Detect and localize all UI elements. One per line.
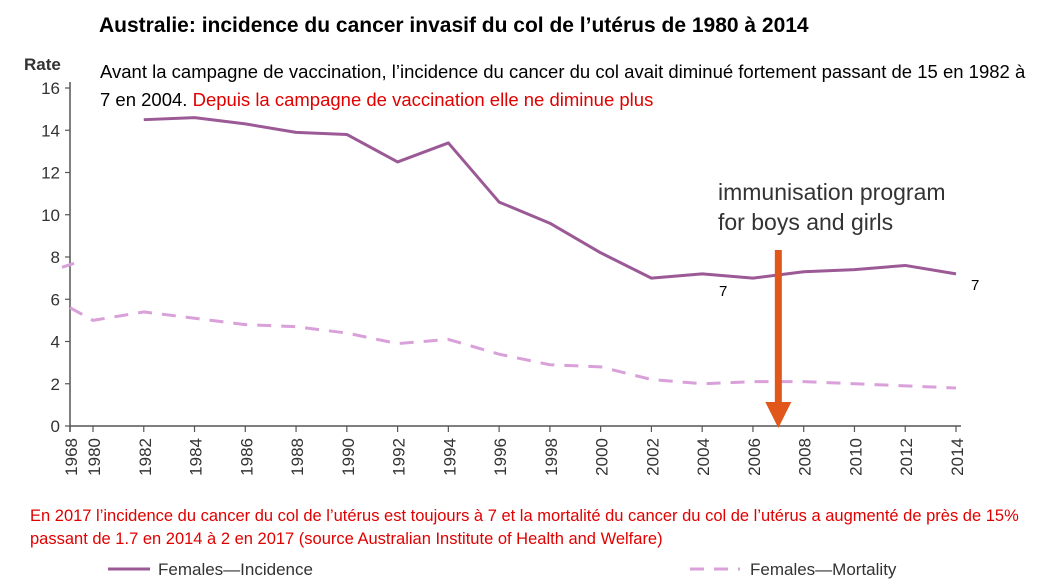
y-tick-label: 16 (41, 79, 60, 98)
x-tick-label: 1980 (85, 438, 104, 476)
incidence-line (143, 116, 957, 280)
x-tick-label: 1988 (288, 438, 307, 476)
x-tick-label: 1998 (542, 438, 561, 476)
legend-mortality-label: Females—Mortality (750, 560, 897, 579)
x-tick-label: 1990 (339, 438, 358, 476)
x-tick-label: 1984 (187, 438, 206, 476)
subtitle-black: Avant la campagne de vaccination, l’inci… (100, 61, 1026, 110)
x-tick-label: 1994 (440, 438, 459, 476)
chart-title: Australie: incidence du cancer invasif d… (99, 14, 809, 37)
y-tick-label: 2 (51, 375, 60, 394)
legend-incidence-label: Females—Incidence (158, 560, 313, 579)
y-tick-label: 0 (51, 417, 60, 436)
program-text-line1: immunisation program (718, 179, 946, 205)
x-tick-label: 2010 (846, 438, 865, 476)
x-tick-label: 1982 (136, 438, 155, 476)
footer-note: En 2017 l’incidence du cancer du col de … (30, 507, 1019, 548)
program-text-line2: for boys and girls (718, 209, 893, 235)
x-tick-label: 2002 (643, 438, 662, 476)
y-tick-label: 4 (51, 333, 60, 352)
x-tick-label: 2008 (796, 438, 815, 476)
y-axis-label: Rate (24, 55, 61, 74)
y-tick-label: 14 (41, 121, 60, 140)
x-tick-label: 1996 (491, 438, 510, 476)
subtitle-red: Depuis la campagne de vaccination elle n… (192, 89, 654, 110)
x-tick-label: 2014 (948, 438, 967, 476)
y-tick-label: 8 (51, 248, 60, 267)
mortality-line (69, 306, 957, 390)
program-arrow-head (765, 402, 792, 428)
data-label-2004: 7 (719, 283, 727, 300)
data-label-2014: 7 (971, 277, 979, 294)
y-tick-label: 10 (41, 206, 60, 225)
x-tick-label: 1986 (237, 438, 256, 476)
y-tick-label: 6 (51, 290, 60, 309)
x-tick-label: 2006 (745, 438, 764, 476)
x-tick-label: 2000 (593, 438, 612, 476)
chart-subtitle: Avant la campagne de vaccination, l’inci… (100, 58, 1035, 114)
x-tick-label: 1968 (62, 438, 81, 476)
mortality-partial-segment (61, 261, 75, 269)
x-tick-label: 2012 (897, 438, 916, 476)
x-tick-label: 1992 (390, 438, 409, 476)
y-tick-label: 12 (41, 164, 60, 183)
x-tick-label: 2004 (694, 438, 713, 476)
